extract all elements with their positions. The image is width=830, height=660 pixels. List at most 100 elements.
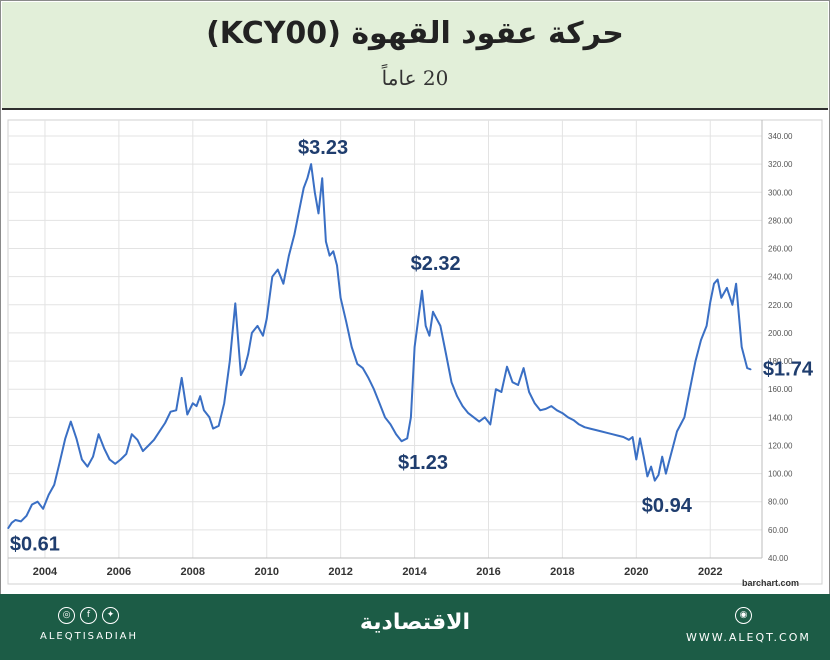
data-point — [717, 278, 719, 281]
data-point — [306, 177, 308, 179]
data-point — [321, 177, 323, 179]
data-point — [131, 433, 133, 435]
y-tick-label: 260.00 — [768, 245, 793, 254]
data-point — [750, 368, 752, 371]
data-point — [109, 458, 111, 461]
data-point — [186, 413, 188, 416]
data-point — [523, 367, 525, 369]
data-point — [657, 474, 660, 476]
data-point — [340, 297, 342, 299]
data-point — [628, 439, 630, 441]
data-point — [467, 412, 469, 414]
y-tick-label: 200.00 — [768, 329, 793, 338]
data-point — [668, 458, 671, 461]
y-tick-label: 240.00 — [768, 273, 793, 282]
globe-icon: ◉ — [735, 607, 752, 624]
data-point — [643, 456, 645, 458]
y-tick-label: 40.00 — [768, 554, 789, 563]
data-point — [175, 409, 177, 411]
data-point — [288, 254, 290, 257]
data-point — [147, 444, 150, 447]
twitter-icon[interactable]: ✦ — [102, 607, 119, 624]
y-tick-label: 60.00 — [768, 526, 789, 535]
data-point — [632, 436, 634, 438]
data-point — [192, 402, 194, 404]
chart-grid — [7, 119, 823, 585]
data-point — [114, 463, 116, 465]
data-point — [539, 409, 541, 411]
data-point — [11, 522, 13, 524]
data-point — [680, 423, 682, 425]
data-point — [125, 453, 127, 455]
data-point — [328, 254, 331, 257]
coffee-futures-chart: 40.00 60.00 80.00 100.00 120.00 140.00 160.00 1… — [7, 119, 823, 588]
data-point — [611, 433, 613, 435]
data-point — [373, 388, 375, 390]
data-point — [735, 283, 737, 285]
data-point — [310, 163, 312, 165]
y-tick-label: 100.00 — [768, 470, 793, 479]
y-tick-label: 140.00 — [768, 413, 793, 422]
data-point — [59, 461, 61, 463]
data-point — [484, 416, 486, 418]
instagram-icon[interactable]: ◎ — [58, 607, 75, 624]
data-point — [218, 425, 220, 427]
data-point — [75, 437, 77, 440]
social-handle[interactable]: ALEQTISADIAH — [40, 631, 139, 642]
data-point — [572, 419, 575, 421]
data-point — [506, 366, 508, 368]
data-point — [545, 408, 547, 410]
data-point — [97, 433, 100, 435]
chart-title: حركة عقود القهوة (KCY00) — [206, 16, 624, 51]
price-series — [7, 163, 752, 530]
social-icons: ◎ f ✦ — [58, 607, 119, 624]
data-point — [164, 422, 166, 424]
y-axis: 40.00 60.00 80.00 100.00 120.00 140.00 160.00 1… — [761, 120, 793, 563]
data-point — [731, 304, 734, 306]
data-point — [243, 367, 246, 369]
price-annotation: $1.74 — [763, 359, 814, 381]
data-point — [511, 381, 514, 383]
data-point — [170, 411, 172, 413]
data-point — [600, 430, 602, 432]
data-point — [705, 325, 708, 327]
data-point — [534, 402, 536, 404]
data-point — [325, 240, 327, 243]
data-point — [425, 325, 427, 327]
data-point — [317, 212, 320, 214]
series-line — [7, 163, 752, 530]
data-point — [450, 381, 453, 383]
facebook-icon[interactable]: f — [80, 607, 97, 624]
data-point — [103, 447, 105, 449]
data-point — [293, 233, 296, 236]
data-point — [14, 519, 16, 521]
data-point — [158, 430, 161, 432]
price-annotation: $1.23 — [398, 452, 448, 474]
data-point — [650, 465, 652, 468]
chart-subtitle: 20 عاماً — [381, 66, 449, 90]
data-point — [489, 423, 491, 425]
data-point — [351, 346, 353, 348]
data-point — [495, 388, 497, 390]
data-point — [199, 395, 201, 397]
x-tick-label: 2020 — [624, 566, 648, 578]
data-point — [362, 367, 364, 369]
data-point — [36, 501, 39, 503]
brand-logo: الاقتصادية — [359, 610, 471, 635]
website-link[interactable]: WWW.ALEQT.COM — [686, 631, 811, 644]
data-point — [439, 325, 442, 327]
data-point — [462, 405, 464, 407]
data-point — [25, 515, 28, 517]
price-annotations: $0.61 $3.23 $2.32 $1.23 $0.94 $1.74 — [10, 137, 814, 556]
data-point — [473, 416, 475, 418]
data-point — [401, 440, 403, 442]
data-point — [595, 429, 597, 431]
x-axis: 2004 2006 2008 2010 2012 2014 2016 2018 2020 2022 — [8, 557, 762, 578]
x-tick-label: 2016 — [476, 566, 500, 578]
x-tick-label: 2018 — [550, 566, 574, 578]
data-point — [48, 494, 50, 496]
x-tick-label: 2004 — [33, 566, 58, 578]
data-point — [256, 325, 259, 327]
data-point — [639, 437, 641, 440]
data-point — [550, 405, 552, 407]
